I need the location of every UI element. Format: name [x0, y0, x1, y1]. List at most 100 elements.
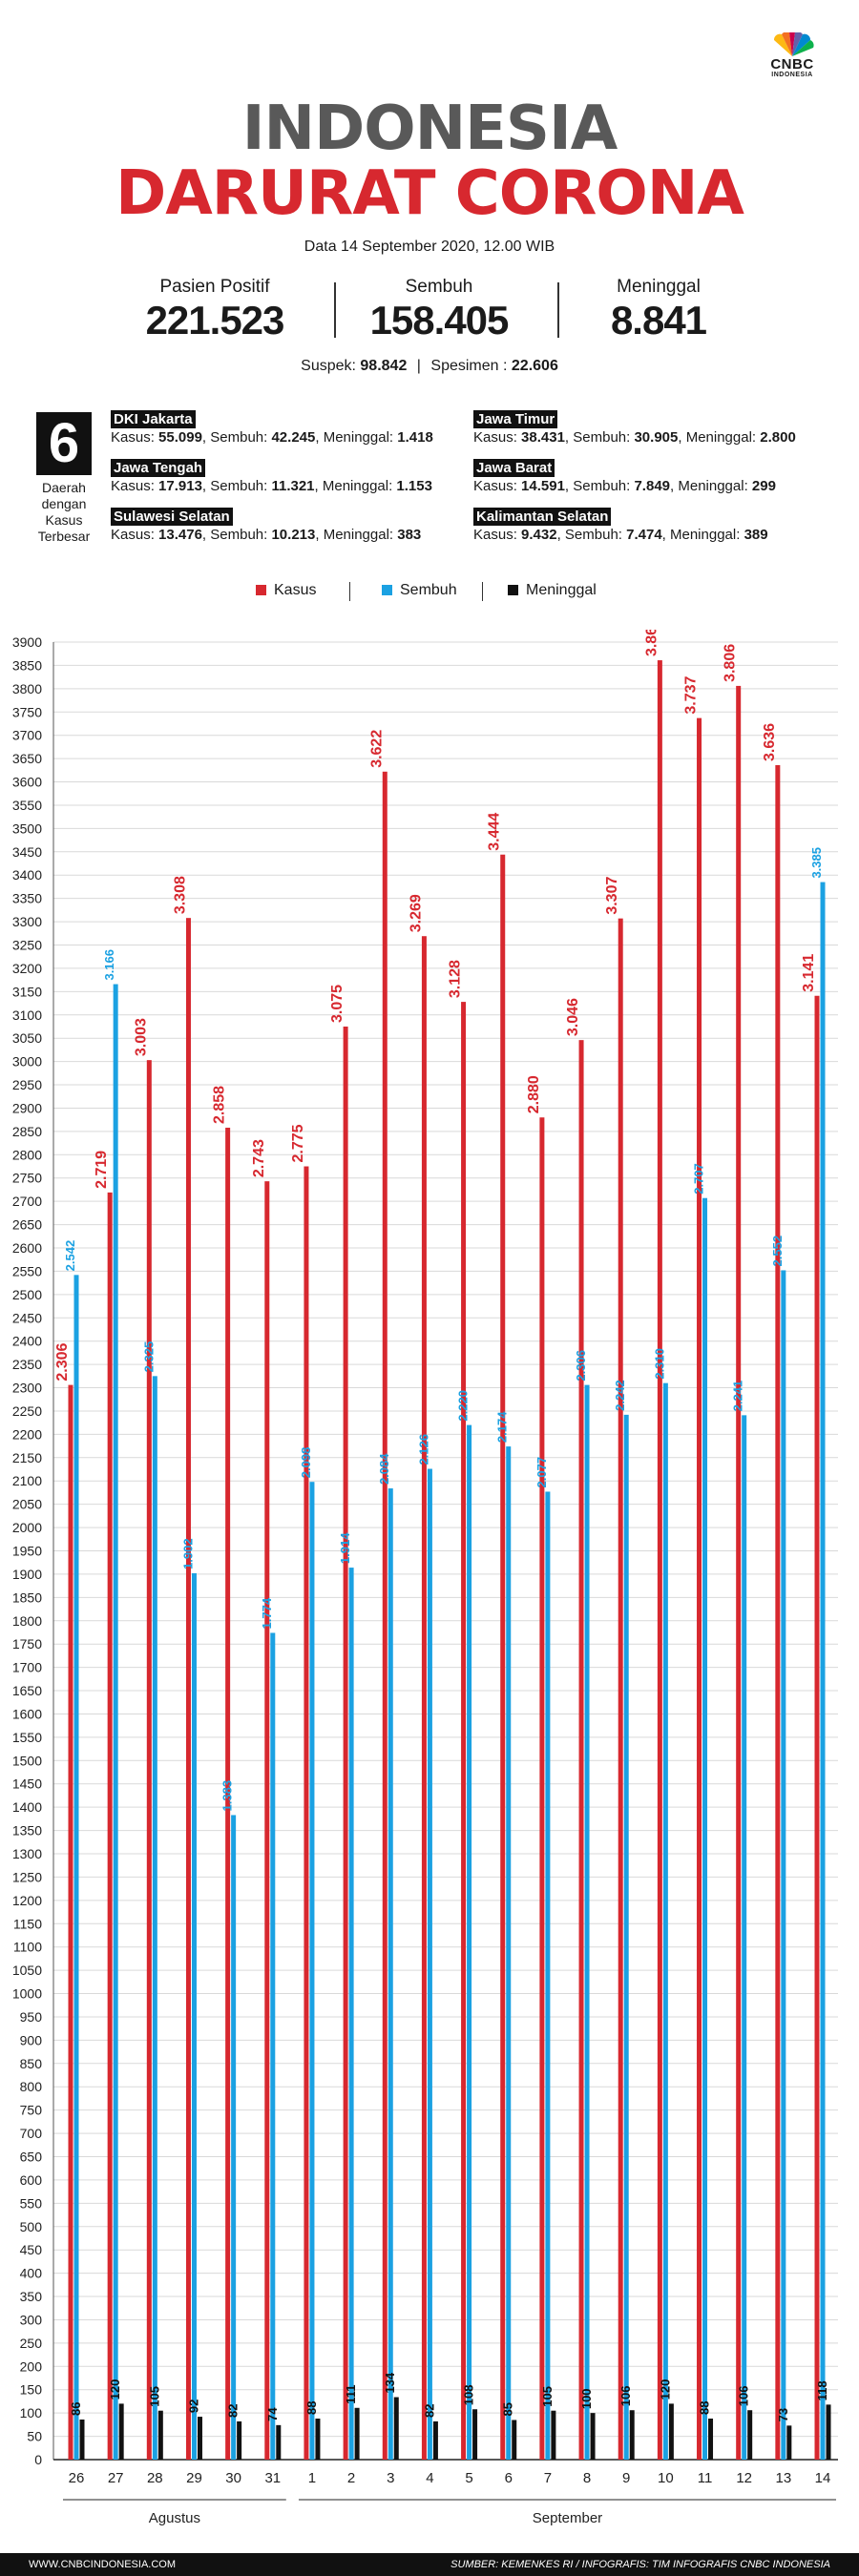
- bar-sembuh: [545, 1491, 551, 2460]
- y-tick-label: 1900: [12, 1567, 42, 1582]
- bar-meninggal: [237, 2420, 242, 2460]
- bar-meninggal: [512, 2420, 517, 2460]
- y-tick-label: 150: [20, 2382, 43, 2398]
- province-sembuh: 10.213: [271, 527, 316, 543]
- title-line-1: INDONESIA: [241, 93, 618, 164]
- y-tick-label: 2850: [12, 1124, 42, 1139]
- spesimen-value: 22.606: [511, 358, 558, 374]
- kasus-label: Kasus:: [473, 527, 517, 543]
- province-name: Jawa Tengah: [111, 459, 206, 477]
- x-tick-label: 29: [186, 2470, 202, 2486]
- stat-positif-label: Pasien Positif: [159, 277, 270, 297]
- data-label-meninggal: 73: [776, 2408, 790, 2421]
- peacock-icon: [773, 32, 814, 56]
- bar-sembuh: [427, 1468, 432, 2460]
- y-tick-label: 800: [20, 2079, 43, 2094]
- x-tick-label: 9: [622, 2470, 630, 2486]
- y-tick-label: 2200: [12, 1426, 42, 1442]
- legend-label: Kasus: [274, 582, 317, 598]
- bar-meninggal: [432, 2420, 438, 2460]
- y-tick-label: 1550: [12, 1730, 42, 1745]
- data-label-meninggal: 86: [69, 2402, 83, 2416]
- x-tick-label: 26: [69, 2470, 85, 2486]
- data-label-kasus: 3.269: [408, 894, 424, 932]
- y-tick-label: 2300: [12, 1381, 42, 1396]
- province-card: Jawa Timur Kasus: 38.431, Sembuh: 30.905…: [473, 410, 796, 447]
- bar-sembuh: [506, 1446, 512, 2460]
- x-tick-label: 7: [544, 2470, 552, 2486]
- province-kasus: 13.476: [158, 527, 202, 543]
- bar-meninggal: [79, 2419, 85, 2460]
- province-name: Kalimantan Selatan: [473, 508, 612, 526]
- province-meninggal: 1.153: [396, 478, 432, 494]
- data-label-sembuh: 1.383: [220, 1780, 235, 1812]
- y-tick-label: 500: [20, 2219, 43, 2234]
- stat-sembuh-label: Sembuh: [405, 277, 473, 297]
- y-tick-label: 3300: [12, 914, 42, 929]
- legend-divider: [349, 582, 350, 601]
- province-meninggal: 299: [751, 478, 776, 494]
- legend-swatch: [382, 585, 392, 595]
- meninggal-label: , Meninggal:: [678, 429, 757, 446]
- bar-sembuh: [820, 882, 826, 2461]
- data-label-sembuh: 2.241: [731, 1381, 745, 1412]
- legend-label: Meninggal: [526, 582, 597, 598]
- province-kasus: 17.913: [158, 478, 202, 494]
- data-label-meninggal: 88: [304, 2401, 319, 2415]
- x-tick-label: 1: [308, 2470, 316, 2486]
- data-label-sembuh: 2.542: [63, 1240, 77, 1272]
- y-tick-label: 2600: [12, 1240, 42, 1256]
- data-label-kasus: 3.636: [762, 723, 778, 761]
- data-label-meninggal: 106: [737, 2386, 751, 2407]
- y-tick-label: 200: [20, 2358, 43, 2374]
- bar-kasus: [578, 1040, 584, 2460]
- y-tick-label: 2350: [12, 1357, 42, 1372]
- y-tick-label: 1800: [12, 1613, 42, 1629]
- footer-source: SUMBER: KEMENKES RI / INFOGRAFIS: TIM IN…: [450, 2559, 830, 2570]
- bar-meninggal: [747, 2410, 753, 2460]
- spesimen-label: Spesimen :: [430, 358, 508, 374]
- data-label-sembuh: 2.310: [652, 1348, 666, 1380]
- bar-kasus: [68, 1384, 73, 2460]
- province-kasus: 9.432: [521, 527, 557, 543]
- data-label-sembuh: 1.902: [180, 1538, 195, 1569]
- bar-sembuh: [467, 1424, 472, 2460]
- data-label-meninggal: 88: [698, 2401, 712, 2415]
- province-kasus: 55.099: [158, 429, 202, 446]
- bar-sembuh: [662, 1382, 668, 2460]
- footer: WWW.CNBCINDONESIA.COM SUMBER: KEMENKES R…: [0, 2553, 859, 2576]
- y-tick-label: 3050: [12, 1030, 42, 1046]
- y-tick-label: 3350: [12, 891, 42, 906]
- legend-label: Sembuh: [400, 582, 457, 598]
- y-tick-label: 2250: [12, 1403, 42, 1419]
- y-tick-label: 3600: [12, 775, 42, 790]
- y-tick-label: 250: [20, 2336, 43, 2351]
- y-tick-label: 1350: [12, 1823, 42, 1839]
- bar-meninggal: [826, 2404, 831, 2460]
- y-tick-label: 2900: [12, 1100, 42, 1115]
- stat-positif: Pasien Positif 221.523: [105, 277, 325, 343]
- bar-kasus: [421, 936, 427, 2460]
- x-tick-label: 4: [426, 2470, 433, 2486]
- x-tick-label: 31: [264, 2470, 281, 2486]
- data-label-meninggal: 92: [186, 2399, 200, 2413]
- y-tick-label: 2150: [12, 1450, 42, 1465]
- bar-sembuh: [702, 1197, 708, 2460]
- y-tick-label: 0: [34, 2452, 42, 2467]
- bar-sembuh: [309, 1482, 315, 2460]
- y-tick-label: 1600: [12, 1706, 42, 1721]
- x-tick-label: 13: [775, 2470, 791, 2486]
- bar-kasus: [304, 1166, 309, 2460]
- kasus-label: Kasus:: [111, 429, 155, 446]
- bar-sembuh: [270, 1632, 276, 2460]
- stat-divider: [557, 282, 559, 338]
- month-label: Agustus: [149, 2510, 200, 2526]
- bar-kasus: [775, 764, 781, 2460]
- sembuh-label: , Sembuh:: [201, 429, 268, 446]
- top-caption: Daerah dengan Kasus Terbesar: [37, 480, 91, 544]
- province-kasus: 38.431: [521, 429, 565, 446]
- data-label-meninggal: 82: [422, 2403, 436, 2417]
- stat-positif-value: 221.523: [145, 298, 285, 343]
- daily-cases-chart: 0 50 100 150 200 250 300 350 400 450 500 550 600 650 7…: [12, 630, 838, 2526]
- data-label-meninggal: 74: [265, 2407, 280, 2421]
